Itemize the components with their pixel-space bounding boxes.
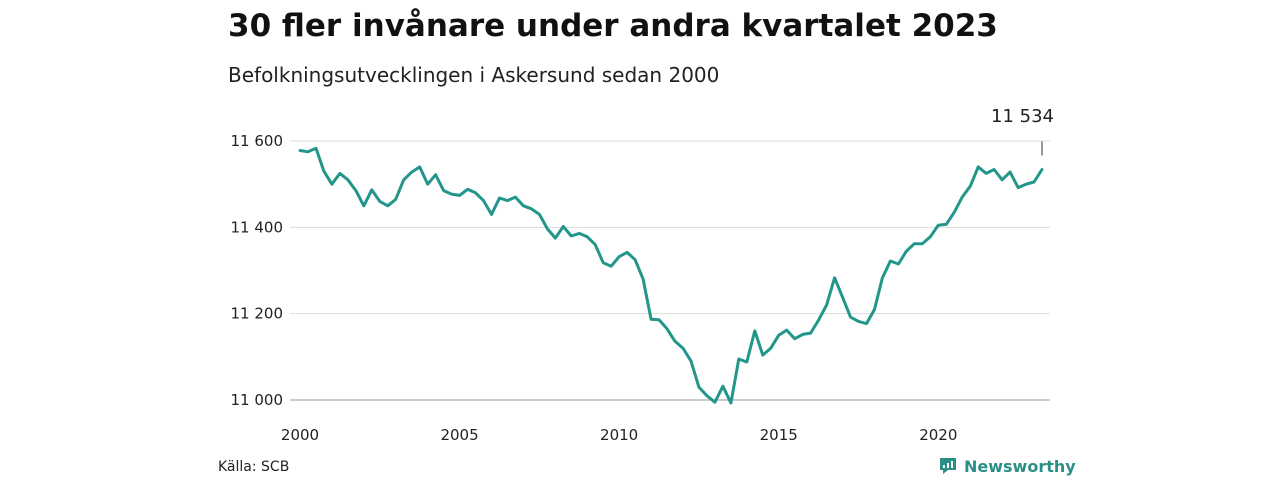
x-tick-label: 2020 <box>919 426 957 444</box>
brand-logo[interactable]: Newsworthy <box>938 456 1076 476</box>
x-tick-label: 2010 <box>600 426 638 444</box>
x-tick-label: 2000 <box>281 426 319 444</box>
x-axis-ticks: 2000 2005 2010 2015 2020 <box>281 426 957 444</box>
chart-title: 30 fler invånare under andra kvartalet 2… <box>228 8 998 44</box>
last-value-label: 11 534 <box>991 106 1054 127</box>
x-tick-label: 2005 <box>440 426 478 444</box>
newsworthy-logo-icon <box>940 458 956 474</box>
y-tick-label: 11 600 <box>231 132 284 150</box>
source-note: Källa: SCB <box>218 459 290 475</box>
y-tick-label: 11 000 <box>231 391 284 409</box>
series-line-0 <box>298 146 1044 405</box>
x-tick-label: 2015 <box>760 426 798 444</box>
y-axis-ticks: 11 000 11 200 11 400 11 600 <box>231 132 284 409</box>
y-tick-label: 11 400 <box>231 218 284 236</box>
chart-subtitle: Befolkningsutvecklingen i Askersund seda… <box>228 63 720 87</box>
series-layer <box>298 146 1044 405</box>
y-tick-label: 11 200 <box>231 305 284 323</box>
brand-name: Newsworthy <box>964 456 1076 476</box>
annotation-layer: 11 534 <box>991 106 1054 156</box>
grid-lines <box>290 140 1050 401</box>
